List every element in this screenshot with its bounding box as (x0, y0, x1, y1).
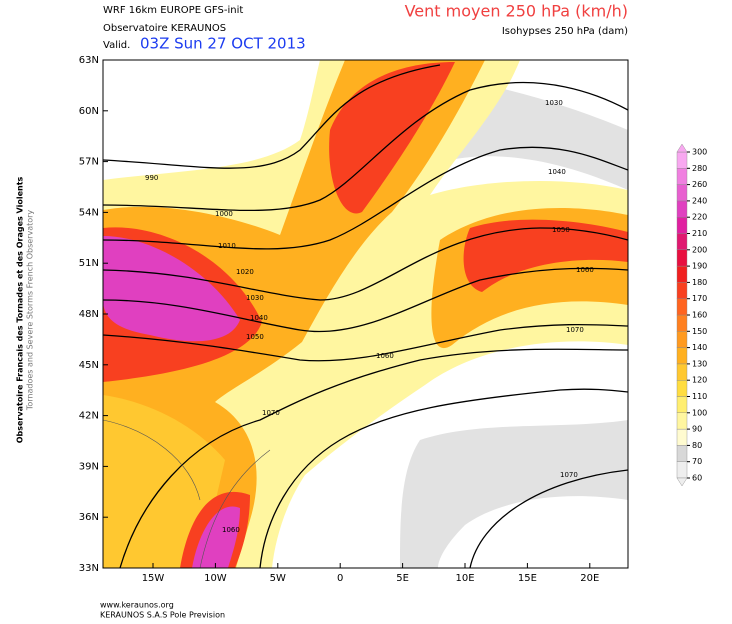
legend-label: 70 (692, 457, 702, 466)
contour-label: 1060 (222, 526, 240, 534)
legend-label: 180 (692, 278, 707, 287)
legend-label: 100 (692, 408, 707, 417)
lat-label: 33N (79, 563, 99, 574)
side-text: Tornadoes and Severe Storms French Obser… (26, 210, 35, 412)
legend-label: 110 (692, 392, 707, 401)
contour-label: 1060 (576, 266, 594, 274)
lat-label: 51N (79, 258, 99, 269)
legend-label: 190 (692, 262, 707, 271)
contour-label: 1070 (262, 409, 280, 417)
contour-label: 1040 (250, 314, 268, 322)
legend-swatch (676, 184, 688, 202)
lon-label: 0 (337, 573, 343, 584)
contour-label: 1040 (548, 168, 566, 176)
legend-swatch (676, 347, 688, 365)
legend-swatch (676, 428, 688, 446)
contour-label: 1060 (376, 352, 394, 360)
subtitle: Isohypses 250 hPa (dam) (502, 26, 628, 37)
legend-swatch (676, 363, 688, 381)
lat-label: 48N (79, 309, 99, 320)
legend-swatch (676, 233, 688, 250)
legend-swatch (676, 331, 688, 348)
lat-label: 60N (79, 106, 99, 117)
legend-swatch (676, 380, 688, 397)
legend-label: 220 (692, 213, 707, 222)
legend-label: 240 (692, 196, 707, 205)
lat-label: 54N (79, 207, 99, 218)
map-fill (103, 60, 628, 568)
lat-label: 42N (79, 411, 99, 422)
contour-label: 1050 (246, 333, 264, 341)
legend-end (676, 477, 688, 487)
contour-label: 1030 (545, 99, 563, 107)
contour-label: 1070 (566, 326, 584, 334)
contour-label: 1030 (246, 294, 264, 302)
legend-swatch (676, 168, 688, 185)
contour-label: 990 (145, 174, 158, 182)
legend-swatch (676, 282, 688, 299)
legend-label: 60 (692, 474, 702, 483)
lat-label: 36N (79, 512, 99, 523)
lon-label: 5W (270, 573, 286, 584)
legend-swatch (676, 461, 688, 479)
legend-label: 170 (692, 294, 707, 303)
legend-swatch (676, 412, 688, 430)
legend-swatch (676, 216, 688, 234)
contour-label: 1000 (215, 210, 233, 218)
lat-label: 63N (79, 55, 99, 66)
legend-label: 130 (692, 359, 707, 368)
legend-swatch (676, 200, 688, 218)
side-text: Observatoire Francais des Tornades et de… (16, 176, 25, 443)
valid-label: Valid. (103, 40, 130, 51)
lon-label: 10W (204, 573, 227, 584)
footer-company: KERAUNOS S.A.S Pole Prevision (100, 611, 225, 620)
org: Observatoire KERAUNOS (103, 23, 226, 34)
contour-label: 1010 (218, 242, 236, 250)
legend-label: 150 (692, 327, 707, 336)
lat-label: 39N (79, 461, 99, 472)
lon-label: 10E (455, 573, 474, 584)
legend-label: 210 (692, 229, 707, 238)
contour-label: 1020 (236, 268, 254, 276)
lat-label: 45N (79, 360, 99, 371)
legend-swatch (676, 314, 688, 332)
contour-label: 1070 (560, 471, 578, 479)
title: Vent moyen 250 hPa (km/h) (405, 2, 628, 21)
lon-label: 5E (396, 573, 409, 584)
footer-url: www.keraunos.org (100, 601, 174, 610)
lon-label: 15E (518, 573, 537, 584)
legend-label: 120 (692, 376, 707, 385)
legend-label: 80 (692, 441, 702, 450)
legend-swatch (676, 265, 688, 283)
legend-label: 300 (692, 148, 707, 157)
contour-label: 1050 (552, 226, 570, 234)
legend-end (676, 143, 688, 153)
legend-label: 200 (692, 245, 707, 254)
legend-swatch (676, 396, 688, 413)
legend-label: 90 (692, 425, 702, 434)
legend-swatch (676, 445, 688, 462)
legend-swatch (676, 151, 688, 169)
legend-label: 140 (692, 343, 707, 352)
lon-label: 15W (142, 573, 165, 584)
legend-swatch (676, 298, 688, 316)
legend-label: 280 (692, 164, 707, 173)
valid-time: 03Z Sun 27 OCT 2013 (140, 35, 306, 53)
legend-label: 160 (692, 311, 707, 320)
legend-swatch (676, 249, 688, 267)
lon-label: 20E (580, 573, 599, 584)
model: WRF 16km EUROPE GFS-init (103, 5, 243, 16)
lat-label: 57N (79, 157, 99, 168)
legend-label: 260 (692, 180, 707, 189)
